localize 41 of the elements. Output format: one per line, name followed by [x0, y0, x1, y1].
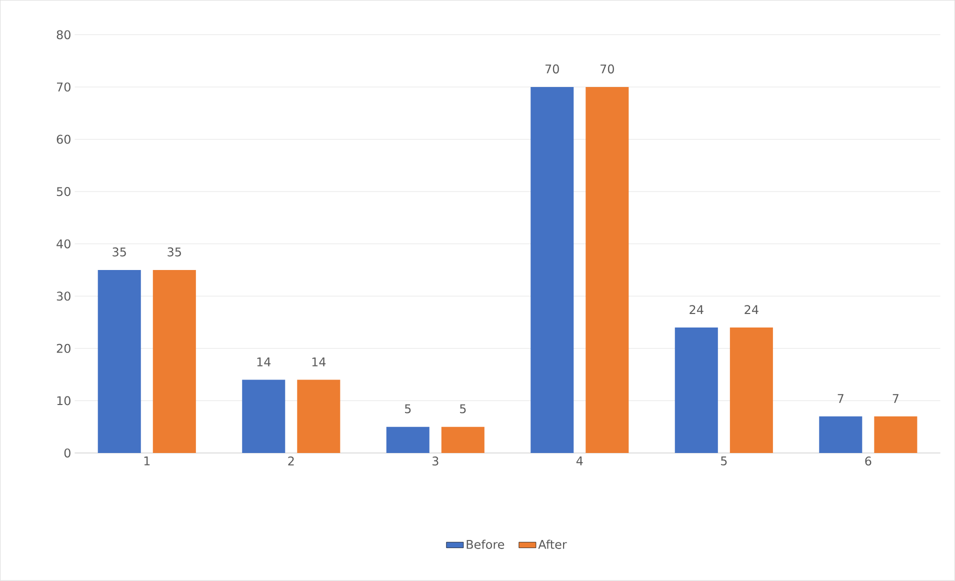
y-tick-label: 80	[56, 30, 70, 40]
y-tick-label: 30	[56, 292, 70, 301]
y-tick-label: 20	[56, 344, 70, 354]
data-label: 14	[312, 358, 326, 366]
y-tick-label: 40	[56, 239, 70, 248]
bar	[586, 87, 629, 454]
bar	[874, 416, 918, 454]
bar	[297, 380, 340, 454]
y-tick-label: 60	[56, 134, 70, 144]
bar	[441, 426, 484, 454]
bar	[819, 416, 862, 454]
legend-label: Before	[466, 540, 504, 550]
data-label: 7	[892, 394, 898, 403]
bar	[674, 328, 718, 454]
data-label: 5	[460, 404, 466, 414]
bar	[730, 328, 773, 454]
y-tick-label: 0	[64, 448, 70, 458]
data-label: 35	[112, 248, 126, 257]
data-label: 7	[838, 394, 844, 403]
bar	[386, 426, 430, 454]
data-label: 70	[546, 64, 559, 74]
y-tick-label: 70	[56, 82, 70, 92]
data-label: 35	[168, 248, 181, 257]
legend-label: After	[538, 540, 567, 550]
bar	[242, 380, 286, 454]
data-label: 5	[405, 404, 411, 414]
bar	[98, 270, 141, 454]
bar	[530, 87, 574, 454]
x-tick-label: 4	[576, 456, 583, 466]
x-tick-label: 6	[865, 456, 872, 466]
data-label: 24	[744, 305, 758, 314]
data-label: 70	[600, 64, 614, 74]
x-tick-label: 3	[432, 456, 438, 466]
data-label: 14	[257, 358, 271, 366]
data-label: 24	[690, 305, 704, 314]
x-tick-label: 2	[288, 456, 294, 466]
x-tick-label: 5	[721, 456, 727, 466]
x-tick-label: 1	[144, 456, 150, 466]
y-tick-label: 10	[57, 396, 70, 406]
bar	[152, 270, 196, 454]
y-tick-label: 50	[56, 187, 70, 196]
